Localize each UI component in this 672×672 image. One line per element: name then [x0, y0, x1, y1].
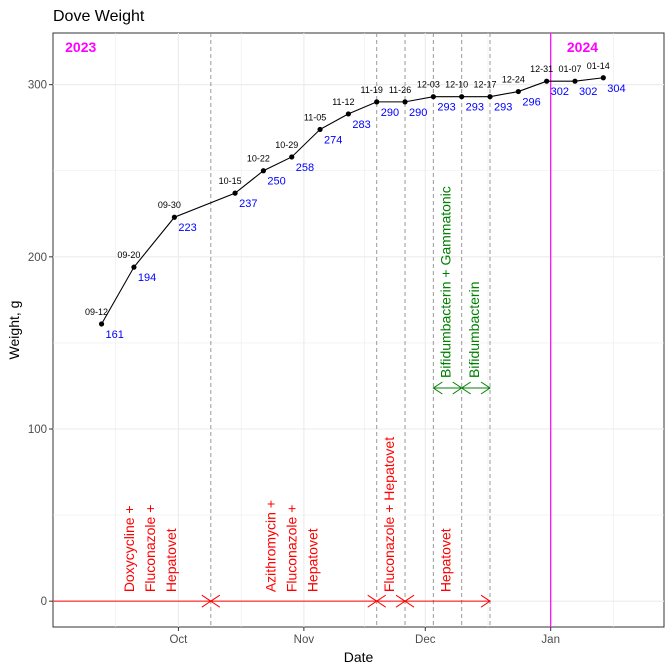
red-treatment-label: Fluconazole + — [142, 505, 158, 593]
plot-panel — [52, 32, 665, 628]
weight-point — [600, 75, 606, 81]
weight-point — [98, 321, 105, 327]
treatment-annotations: Doxycycline + Fluconazole + Hepatovet Azith… — [53, 186, 491, 608]
point-value-label: 302 — [579, 86, 597, 98]
point-date-label: 10-29 — [275, 140, 298, 150]
red-treatment-label: Hepatovet — [305, 528, 321, 592]
green-treatment-label: Bifidumbacterin — [466, 282, 482, 379]
point-value-label: 290 — [409, 107, 427, 119]
treatment-boundaries: 2023 2024 — [65, 33, 598, 627]
weight-point — [572, 78, 578, 84]
weight-point — [171, 214, 177, 220]
weight-point — [515, 88, 521, 95]
point-value-label: 304 — [607, 83, 625, 95]
point-date-label: 12-24 — [502, 75, 525, 85]
year-label: 2024 — [567, 39, 598, 55]
point-date-label: 12-03 — [417, 80, 440, 90]
weight-point — [345, 111, 351, 117]
point-date-label: 12-10 — [445, 80, 468, 90]
point-date-label: 09-12 — [85, 307, 108, 317]
red-treatment-divider-marker — [201, 594, 221, 608]
x-tick-label: Nov — [294, 634, 315, 646]
weight-point — [459, 94, 465, 100]
x-tick-label: Jan — [541, 634, 560, 646]
point-value-label: 302 — [551, 86, 569, 98]
point-value-label: 237 — [239, 198, 257, 210]
red-treatment-divider-marker — [395, 594, 415, 608]
weight-point — [289, 154, 295, 160]
point-date-label: 11-05 — [304, 112, 326, 122]
red-treatment-label: Hepatovet — [163, 528, 179, 592]
weight-point — [487, 94, 493, 100]
red-treatment-end-arrow — [480, 594, 491, 608]
y-tick-label: 300 — [28, 80, 47, 92]
point-labels: 09-12 161 09-20 194 09-30 223 10-15 237 10-22 250… — [85, 61, 626, 341]
point-value-label: 274 — [324, 134, 342, 146]
x-tick-label: Dec — [415, 634, 436, 646]
point-date-label: 09-20 — [117, 250, 140, 260]
point-date-label: 10-22 — [247, 154, 270, 164]
weight-point — [430, 94, 436, 100]
point-date-label: 01-07 — [558, 64, 581, 74]
green-treatment-start-arrow — [432, 381, 443, 395]
weight-point — [402, 99, 408, 105]
y-tick-label: 200 — [28, 252, 47, 264]
y-axis-title: Weight, g — [6, 301, 22, 360]
point-value-label: 161 — [106, 329, 124, 341]
point-value-label: 296 — [522, 97, 540, 109]
green-treatment-end-arrow — [480, 381, 491, 395]
point-value-label: 258 — [296, 162, 314, 174]
chart-title: Dove Weight — [53, 8, 145, 25]
red-treatment-label: Fluconazole + Hepatovet — [381, 437, 397, 592]
point-date-label: 01-14 — [587, 61, 610, 71]
grid — [53, 33, 664, 627]
red-treatment-label: Hepatovet — [437, 528, 453, 592]
point-date-label: 11-19 — [361, 85, 383, 95]
point-value-label: 223 — [178, 222, 196, 234]
point-date-label: 12-17 — [473, 80, 496, 90]
x-axis-title: Date — [344, 649, 374, 665]
point-date-label: 11-12 — [332, 97, 354, 107]
point-date-label: 11-26 — [389, 85, 411, 95]
red-treatment-divider-marker — [367, 594, 386, 608]
y-tick-label: 0 — [41, 596, 47, 608]
weight-series — [98, 75, 606, 327]
axes: 0 100 200 300 Oct Nov Dec Jan — [28, 80, 560, 646]
red-treatment-label: Azithromycin + — [263, 500, 279, 592]
weight-point — [260, 168, 267, 174]
y-tick-label: 100 — [28, 424, 47, 436]
point-value-label: 293 — [466, 102, 484, 114]
point-date-label: 09-30 — [158, 200, 181, 210]
point-value-label: 293 — [437, 102, 455, 114]
year-label: 2023 — [65, 39, 96, 55]
point-value-label: 194 — [138, 272, 156, 284]
red-treatment-label: Doxycycline + — [121, 505, 137, 592]
weight-point — [317, 126, 323, 133]
weight-point — [374, 99, 380, 105]
point-date-label: 10-15 — [219, 176, 242, 186]
green-treatment-start-arrow — [460, 381, 471, 395]
red-treatment-label: Fluconazole + — [284, 505, 300, 593]
weight-point — [131, 264, 137, 270]
point-value-label: 250 — [267, 176, 285, 188]
point-value-label: 290 — [381, 107, 399, 119]
point-value-label: 293 — [494, 102, 512, 114]
x-tick-label: Oct — [169, 634, 188, 646]
green-treatment-label: Bifidumbacterin + Gammatonic — [437, 186, 453, 378]
weight-point — [232, 190, 238, 196]
point-date-label: 12-31 — [530, 64, 553, 74]
point-value-label: 283 — [352, 119, 370, 131]
weight-point — [544, 78, 550, 84]
